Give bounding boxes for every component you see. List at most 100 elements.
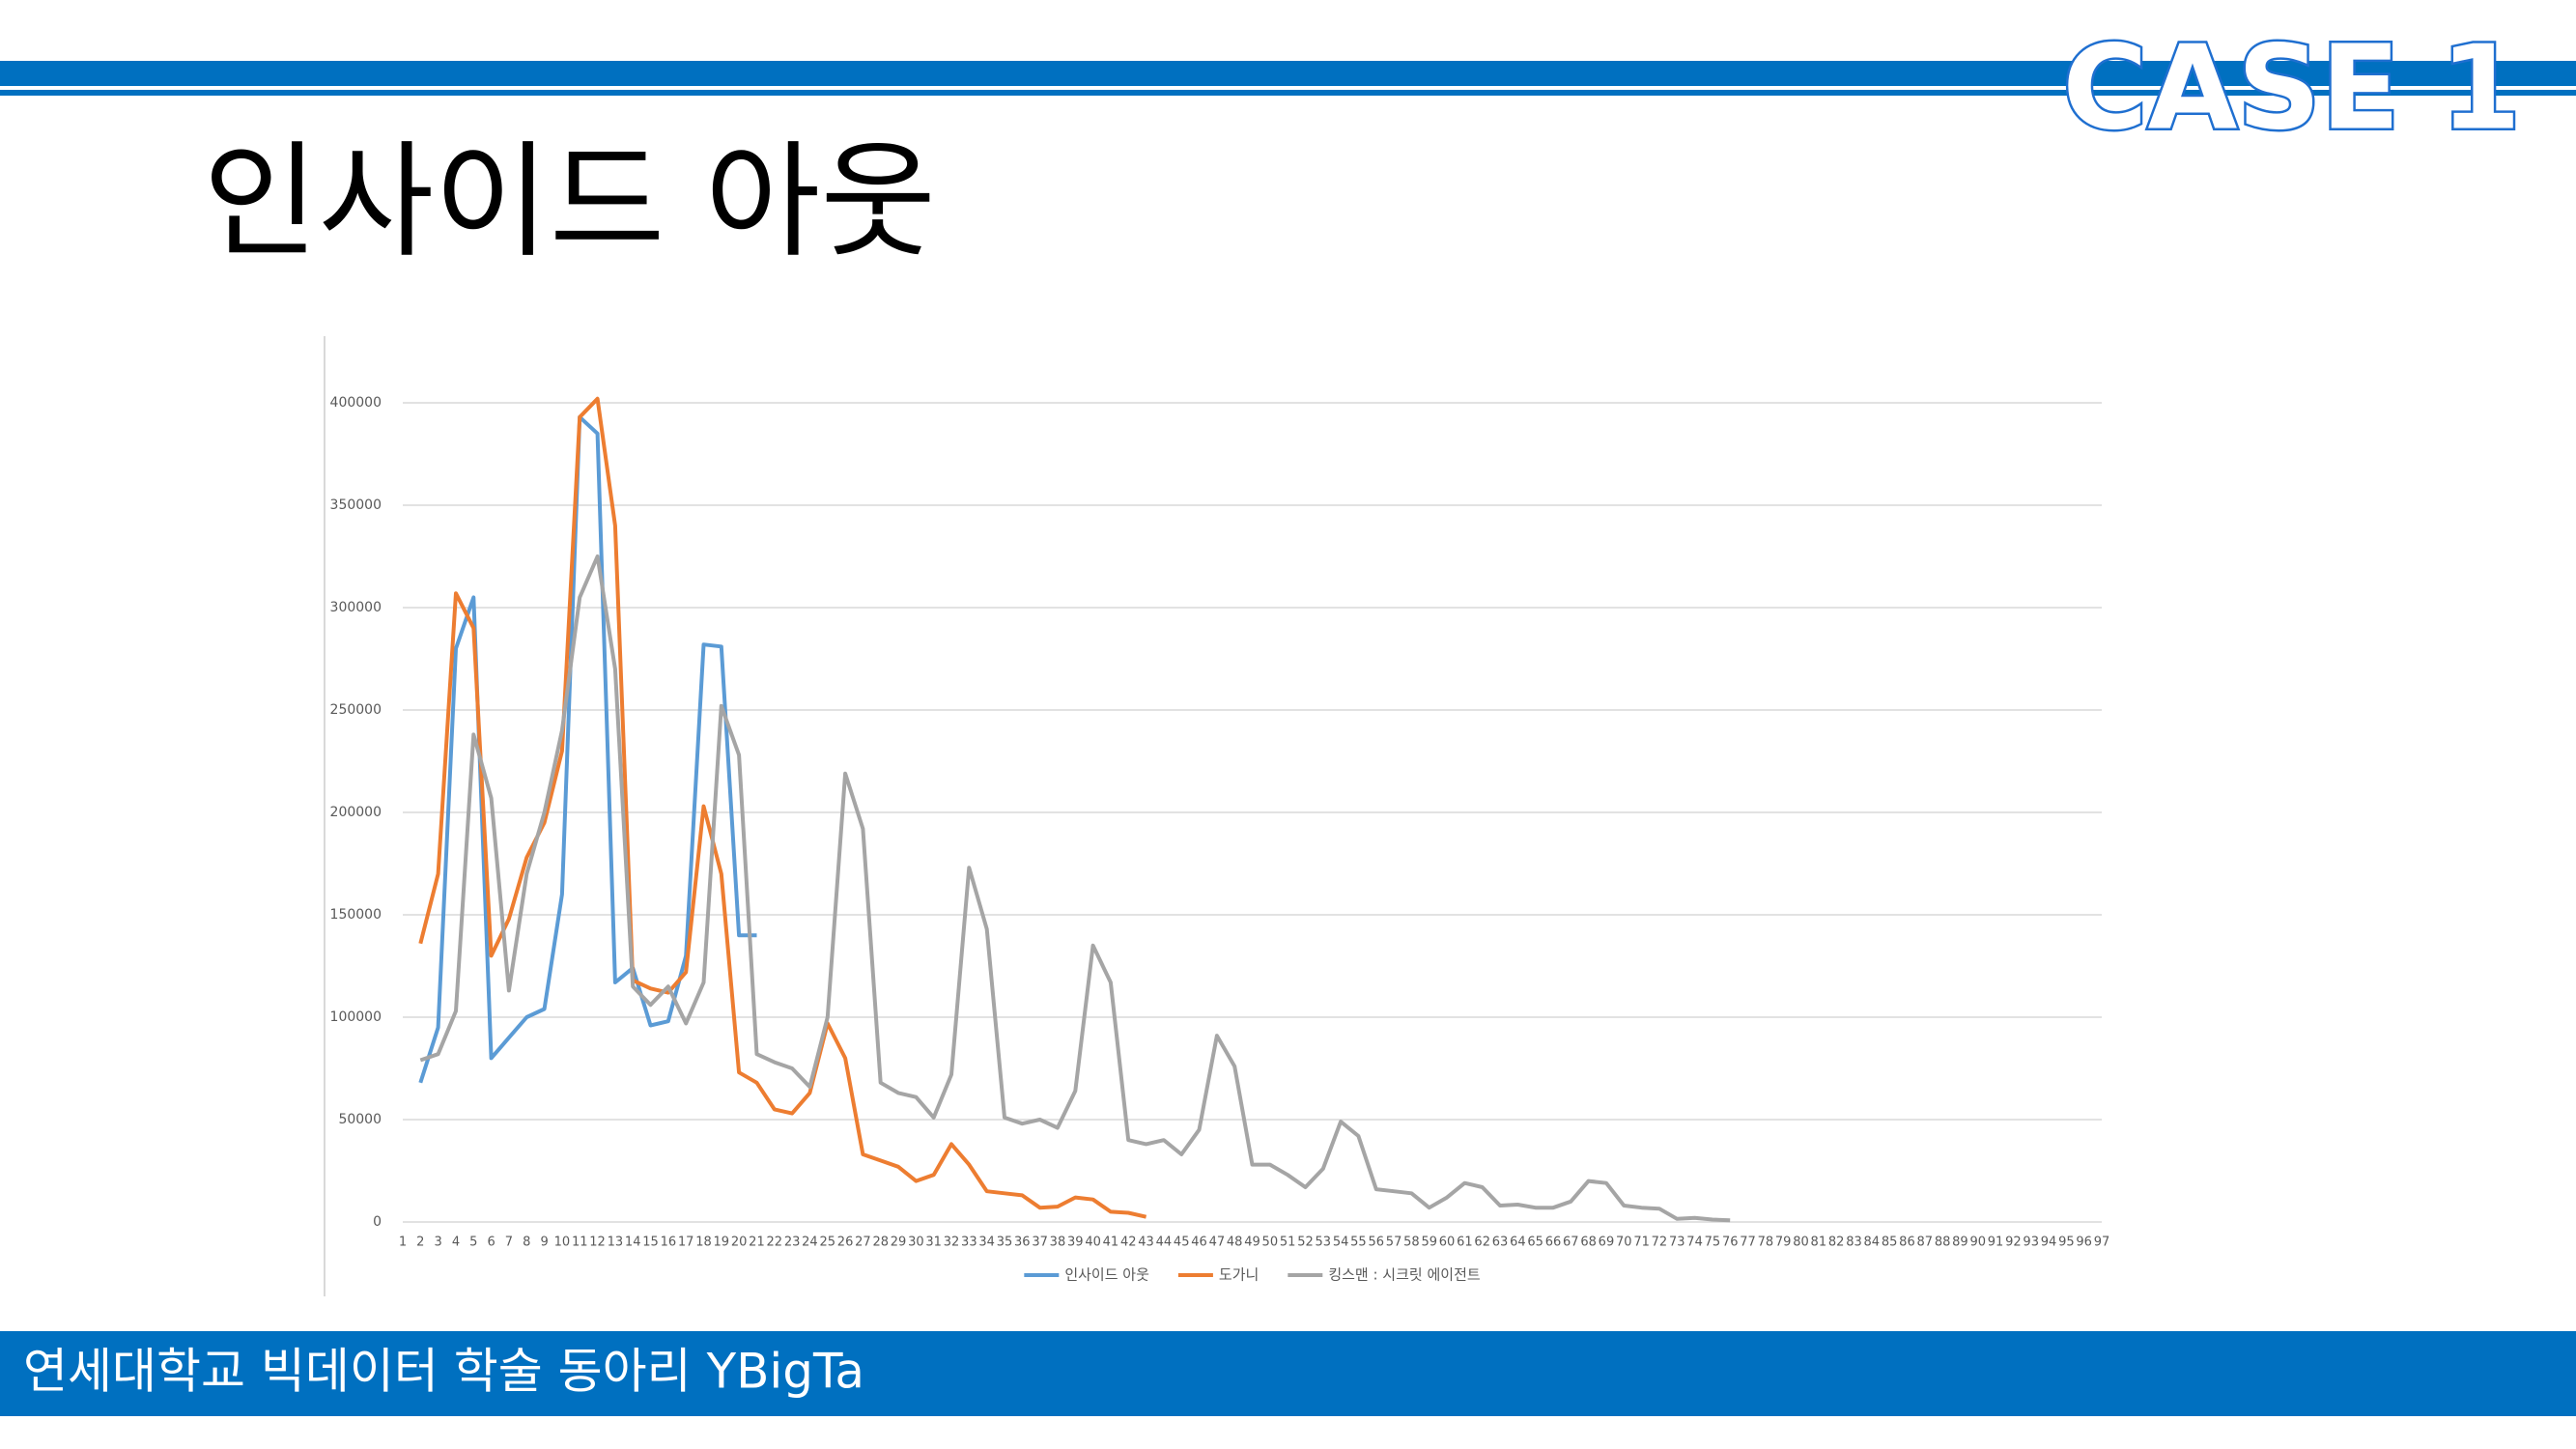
x-tick-label: 37 — [1032, 1236, 1048, 1250]
x-tick-label: 48 — [1227, 1236, 1243, 1250]
x-tick-label: 96 — [2076, 1236, 2092, 1250]
x-tick-label: 77 — [1740, 1236, 1756, 1250]
x-tick-label: 58 — [1403, 1236, 1420, 1250]
x-tick-label: 91 — [1988, 1236, 2004, 1250]
x-tick-label: 92 — [2005, 1236, 2022, 1250]
x-tick-label: 83 — [1846, 1236, 1862, 1250]
y-tick-label: 100000 — [330, 1009, 382, 1025]
x-tick-label: 78 — [1758, 1236, 1774, 1250]
x-tick-label: 41 — [1103, 1236, 1119, 1250]
x-tick-label: 53 — [1316, 1236, 1332, 1250]
x-tick-label: 52 — [1297, 1236, 1314, 1250]
y-tick-label: 0 — [373, 1214, 382, 1230]
x-tick-label: 28 — [872, 1236, 889, 1250]
x-tick-label: 76 — [1722, 1236, 1739, 1250]
x-tick-label: 73 — [1669, 1236, 1685, 1250]
x-tick-label: 79 — [1775, 1236, 1792, 1250]
x-tick-label: 2 — [416, 1236, 424, 1250]
x-tick-label: 95 — [2058, 1236, 2075, 1250]
x-tick-label: 51 — [1280, 1236, 1296, 1250]
x-tick-label: 93 — [2023, 1236, 2039, 1250]
legend-label: 도가니 — [1219, 1266, 1259, 1284]
x-tick-label: 81 — [1811, 1236, 1827, 1250]
x-tick-label: 30 — [908, 1236, 924, 1250]
x-tick-label: 31 — [925, 1236, 942, 1250]
x-tick-label: 64 — [1510, 1236, 1526, 1250]
y-tick-label: 300000 — [330, 600, 382, 615]
x-tick-label: 65 — [1527, 1236, 1543, 1250]
x-tick-label: 70 — [1616, 1236, 1632, 1250]
x-tick-label: 27 — [855, 1236, 871, 1250]
x-tick-label: 87 — [1916, 1236, 1933, 1250]
x-tick-label: 40 — [1085, 1236, 1101, 1250]
y-tick-label: 400000 — [330, 395, 382, 411]
x-tick-label: 21 — [749, 1236, 765, 1250]
x-tick-label: 90 — [1969, 1236, 1986, 1250]
x-tick-label: 74 — [1686, 1236, 1703, 1250]
x-tick-label: 67 — [1563, 1236, 1579, 1250]
x-tick-label: 32 — [944, 1236, 960, 1250]
x-tick-label: 18 — [695, 1236, 712, 1250]
x-tick-label: 55 — [1350, 1236, 1367, 1250]
x-tick-label: 23 — [784, 1236, 801, 1250]
footer-text: 연세대학교 빅데이터 학술 동아리 YBigTa — [23, 1344, 864, 1400]
x-tick-label: 47 — [1209, 1236, 1226, 1250]
x-tick-label: 16 — [661, 1236, 677, 1250]
x-tick-label: 82 — [1828, 1236, 1845, 1250]
x-tick-label: 94 — [2041, 1236, 2057, 1250]
x-tick-label: 36 — [1014, 1236, 1031, 1250]
y-tick-label: 250000 — [330, 702, 382, 718]
x-tick-label: 69 — [1599, 1236, 1615, 1250]
y-tick-label: 50000 — [338, 1112, 382, 1127]
x-tick-label: 10 — [554, 1236, 571, 1250]
y-tick-label: 350000 — [330, 497, 382, 513]
x-tick-label: 89 — [1952, 1236, 1968, 1250]
x-tick-label: 5 — [469, 1236, 477, 1250]
x-tick-label: 34 — [978, 1236, 995, 1250]
x-tick-label: 75 — [1705, 1236, 1721, 1250]
header-stripe-thin — [0, 90, 2576, 96]
x-tick-label: 42 — [1120, 1236, 1137, 1250]
x-tick-label: 63 — [1492, 1236, 1509, 1250]
x-tick-label: 49 — [1244, 1236, 1260, 1250]
x-tick-label: 88 — [1935, 1236, 1951, 1250]
x-tick-label: 22 — [767, 1236, 783, 1250]
x-tick-label: 59 — [1421, 1236, 1437, 1250]
x-tick-label: 61 — [1457, 1236, 1473, 1250]
x-tick-label: 50 — [1262, 1236, 1279, 1250]
x-tick-label: 8 — [523, 1236, 530, 1250]
x-tick-label: 39 — [1067, 1236, 1084, 1250]
x-tick-label: 13 — [608, 1236, 624, 1250]
x-tick-label: 57 — [1386, 1236, 1402, 1250]
x-tick-label: 72 — [1652, 1236, 1668, 1250]
x-tick-label: 71 — [1633, 1236, 1650, 1250]
x-tick-label: 66 — [1545, 1236, 1562, 1250]
x-tick-label: 26 — [837, 1236, 854, 1250]
x-tick-label: 46 — [1191, 1236, 1207, 1250]
x-tick-label: 24 — [802, 1236, 818, 1250]
x-tick-label: 7 — [505, 1236, 513, 1250]
x-tick-label: 45 — [1174, 1236, 1190, 1250]
case-badge: CASE 1 — [2062, 22, 2521, 156]
x-tick-label: 97 — [2094, 1236, 2110, 1250]
x-tick-label: 35 — [997, 1236, 1013, 1250]
x-tick-label: 86 — [1899, 1236, 1915, 1250]
y-tick-label: 150000 — [330, 907, 382, 923]
x-tick-label: 15 — [642, 1236, 659, 1250]
legend-label: 킹스맨 : 시크릿 에이전트 — [1328, 1266, 1481, 1284]
x-tick-label: 3 — [435, 1236, 442, 1250]
x-tick-label: 44 — [1156, 1236, 1173, 1250]
x-tick-label: 17 — [678, 1236, 694, 1250]
x-tick-label: 29 — [891, 1236, 907, 1250]
x-tick-label: 56 — [1368, 1236, 1384, 1250]
x-tick-label: 14 — [625, 1236, 641, 1250]
x-tick-label: 9 — [540, 1236, 548, 1250]
x-tick-label: 84 — [1864, 1236, 1881, 1250]
x-tick-label: 60 — [1439, 1236, 1456, 1250]
legend-label: 인사이드 아웃 — [1064, 1266, 1149, 1284]
x-tick-label: 12 — [589, 1236, 606, 1250]
y-tick-label: 200000 — [330, 805, 382, 820]
x-tick-label: 80 — [1793, 1236, 1809, 1250]
